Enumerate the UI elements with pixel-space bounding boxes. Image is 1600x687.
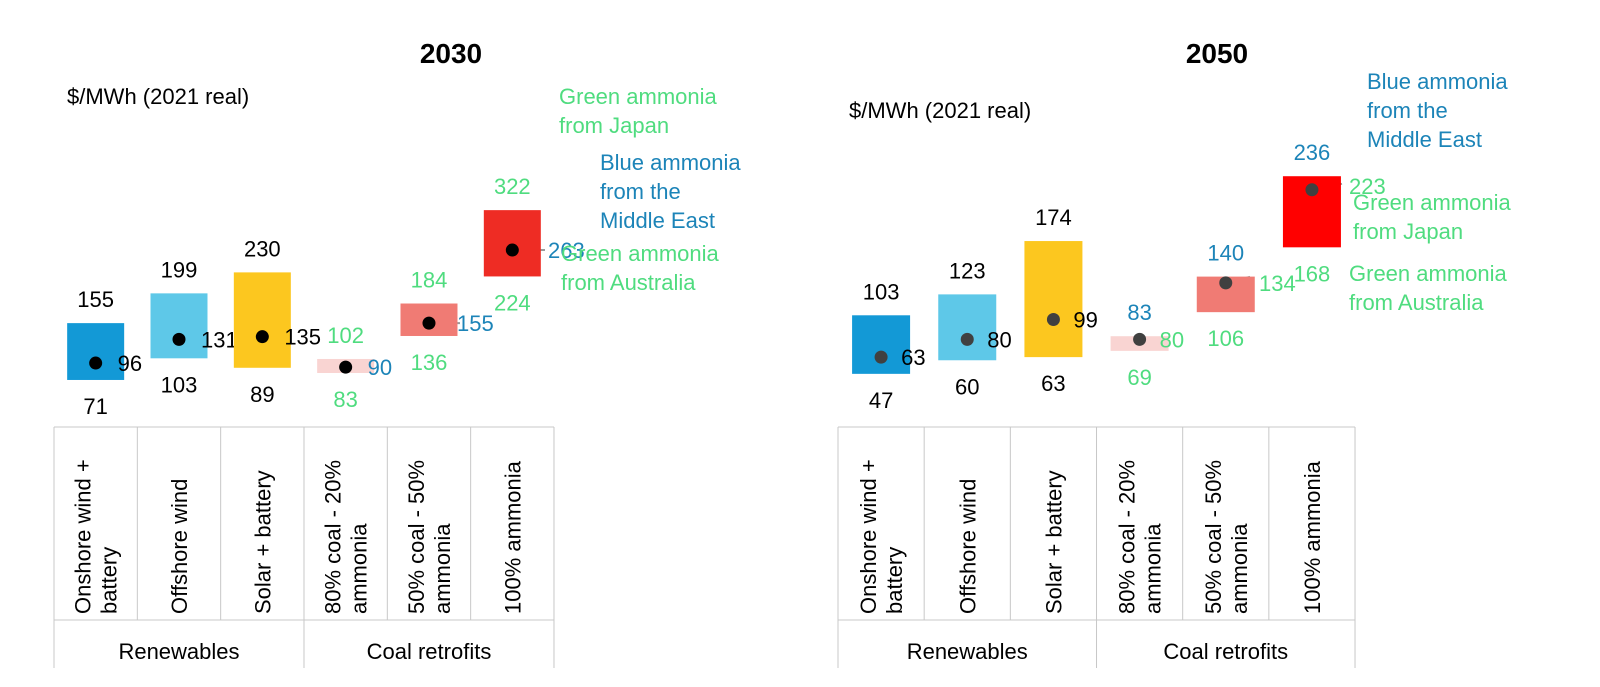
marker-dot — [1046, 312, 1060, 326]
category-label: Onshore wind +battery — [856, 459, 907, 614]
category-label: Onshore wind +battery — [71, 459, 122, 614]
low-value-label: 83 — [333, 387, 357, 412]
y-axis-unit-label: $/MWh (2021 real) — [67, 84, 249, 109]
range-bar — [1024, 241, 1083, 358]
series-annotation: Green ammonia from Australia — [1349, 261, 1508, 315]
group-label: Coal retrofits — [1163, 639, 1288, 664]
marker-value-label: 80 — [987, 327, 1011, 352]
range-bar — [483, 210, 541, 277]
low-value-label: 60 — [955, 374, 979, 399]
category-label: 80% coal - 20%ammonia — [1115, 460, 1166, 614]
category-label: 50% coal - 50%ammonia — [404, 460, 455, 614]
marker-value-label: 131 — [201, 327, 238, 352]
category-label: 80% coal - 20%ammonia — [321, 460, 372, 614]
high-value-label: 230 — [244, 236, 281, 261]
marker-dot — [89, 356, 103, 370]
marker-dot — [505, 243, 519, 257]
marker-dot — [1219, 276, 1233, 290]
series-annotation: Green ammonia from Japan — [1353, 190, 1512, 244]
marker-dot — [1133, 332, 1147, 346]
low-value-label: 168 — [1294, 261, 1331, 286]
marker-dot — [255, 330, 269, 344]
low-value-label: 63 — [1041, 371, 1065, 396]
marker-value-label: 90 — [368, 355, 392, 380]
category-label: 100% ammonia — [500, 460, 525, 614]
series-annotation: Green ammonia from Japan — [559, 84, 718, 138]
group-label: Renewables — [118, 639, 239, 664]
high-value-label: 102 — [327, 323, 364, 348]
group-label: Renewables — [907, 639, 1028, 664]
high-value-label: 140 — [1207, 241, 1244, 266]
category-label: Offshore wind — [167, 479, 192, 614]
marker-value-label: 155 — [457, 311, 494, 336]
category-label: Solar + battery — [1041, 470, 1066, 614]
marker-value-label: 134 — [1259, 271, 1296, 296]
low-value-label: 136 — [411, 350, 448, 375]
category-label: Offshore wind — [955, 479, 980, 614]
range-bar — [852, 315, 911, 374]
series-annotation: Blue ammonia from the Middle East — [1367, 69, 1508, 152]
marker-dot — [422, 316, 436, 330]
marker-value-label: 63 — [901, 345, 925, 370]
low-value-label: 103 — [161, 372, 198, 397]
high-value-label: 123 — [949, 258, 986, 283]
low-value-label: 224 — [494, 290, 531, 315]
chart-title: 2050 — [1186, 38, 1248, 69]
category-label: Solar + battery — [250, 470, 275, 614]
y-axis-unit-label: $/MWh (2021 real) — [849, 98, 1031, 123]
high-value-label: 83 — [1127, 300, 1151, 325]
marker-value-label: 263 — [548, 238, 585, 263]
low-value-label: 89 — [250, 382, 274, 407]
marker-dot — [960, 332, 974, 346]
low-value-label: 69 — [1127, 365, 1151, 390]
chart-title: 2030 — [420, 38, 482, 69]
series-annotation: Blue ammonia from the Middle East — [600, 150, 741, 233]
category-label: 50% coal - 50%ammonia — [1201, 460, 1252, 614]
marker-value-label: 96 — [118, 351, 142, 376]
marker-dot — [874, 350, 888, 364]
marker-value-label: 223 — [1349, 174, 1386, 199]
high-value-label: 155 — [77, 287, 114, 312]
high-value-label: 174 — [1035, 205, 1072, 230]
high-value-label: 199 — [161, 257, 198, 282]
high-value-label: 184 — [411, 268, 448, 293]
group-label: Coal retrofits — [367, 639, 492, 664]
high-value-label: 236 — [1294, 140, 1331, 165]
marker-dot — [1305, 183, 1319, 197]
marker-value-label: 99 — [1073, 307, 1097, 332]
range-bar — [150, 293, 208, 359]
category-label: 100% ammonia — [1300, 460, 1325, 614]
range-bar — [67, 323, 125, 380]
marker-dot — [339, 360, 353, 374]
range-bar — [233, 272, 291, 368]
chart-2050: 2050 $/MWh (2021 real) Onshore wind +batte… — [837, 38, 1512, 668]
high-value-label: 322 — [494, 174, 531, 199]
range-bar — [938, 294, 997, 361]
marker-value-label: 80 — [1160, 327, 1184, 352]
low-value-label: 106 — [1207, 326, 1244, 351]
series-annotation: Green ammonia from Australia — [561, 241, 720, 295]
marker-dot — [172, 332, 186, 346]
high-value-label: 103 — [863, 279, 900, 304]
chart-2030: 2030 $/MWh (2021 real) Onshore wind +batte… — [53, 38, 741, 668]
low-value-label: 71 — [83, 394, 107, 419]
low-value-label: 47 — [869, 388, 893, 413]
marker-value-label: 135 — [284, 325, 321, 350]
